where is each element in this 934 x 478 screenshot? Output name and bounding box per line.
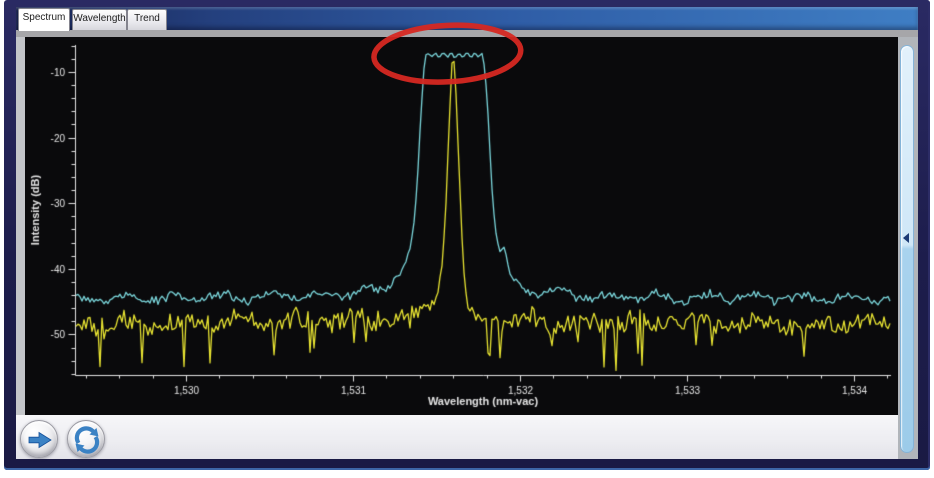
- refresh-button[interactable]: [67, 420, 105, 458]
- advance-button[interactable]: [20, 420, 58, 458]
- plot-area[interactable]: [25, 37, 898, 415]
- spectrum-plot-canvas[interactable]: [25, 37, 898, 415]
- tab-wavelength[interactable]: Wavelength: [72, 9, 127, 30]
- panel-splitter-scrollbar[interactable]: [900, 45, 914, 453]
- panel-top-strip: [16, 30, 918, 37]
- bottom-toolbar: [16, 415, 898, 459]
- refresh-icon: [74, 426, 100, 454]
- arrow-right-icon: [28, 431, 52, 449]
- tab-spectrum[interactable]: Spectrum: [18, 8, 70, 31]
- triangle-left-icon[interactable]: [903, 233, 909, 243]
- tab-trend[interactable]: Trend: [127, 9, 167, 30]
- tab-bar: Spectrum Wavelength Trend: [16, 7, 918, 31]
